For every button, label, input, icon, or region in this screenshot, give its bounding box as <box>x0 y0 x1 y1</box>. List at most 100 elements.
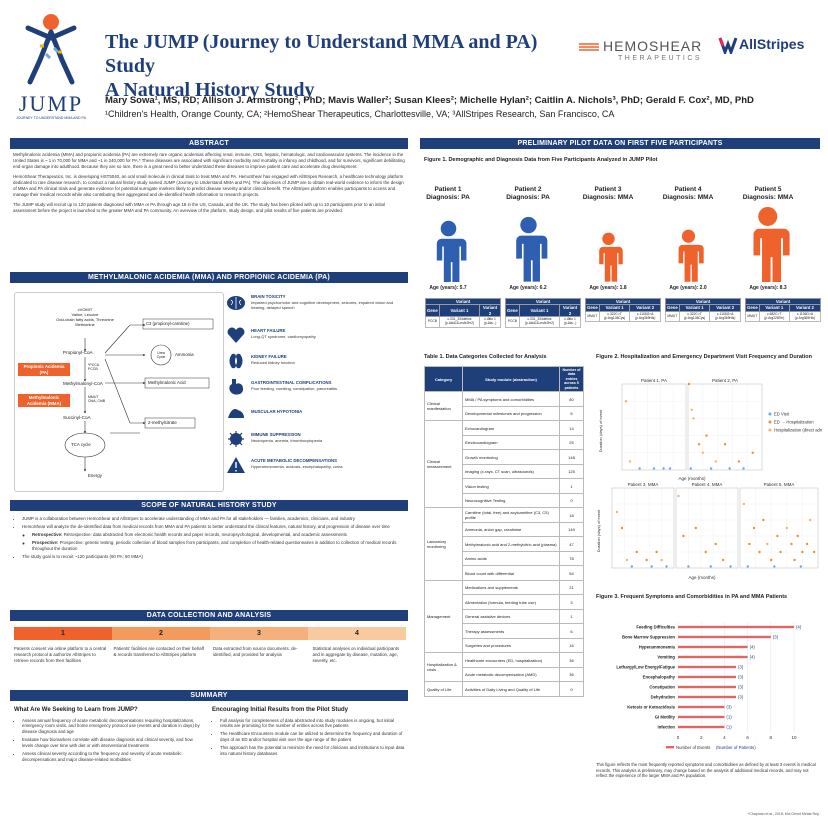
fig2-point <box>705 434 708 437</box>
fig2-point <box>628 460 632 463</box>
fig3-bar <box>678 685 736 689</box>
abstract-heading: ABSTRACT <box>10 138 408 149</box>
variant1-header: Variant 1 <box>438 304 481 318</box>
count-cell: 125 <box>559 463 584 480</box>
module-cell: Activities of Daily Living and Quality o… <box>462 681 560 697</box>
variant-header: Variant <box>665 297 741 306</box>
patient-dx: Diagnosis: MMA <box>662 194 714 201</box>
abstract-body: Methylmalonic acidemia (MMA) and propion… <box>13 152 405 213</box>
fig2-point <box>701 451 704 454</box>
count-cell: 80 <box>559 391 584 407</box>
fig3-bar <box>678 665 736 669</box>
brain-icon <box>227 296 245 310</box>
gene-cell: MMUT <box>665 310 680 323</box>
fig2-point <box>751 451 754 454</box>
count-cell: 1 <box>559 608 584 625</box>
fig2-point <box>762 518 765 522</box>
table1-header-count: Number of data entries across 5 patients <box>559 365 584 393</box>
allstripes-mark-icon <box>718 37 738 54</box>
fig2-panel-title: Patient 2, PA <box>712 378 738 383</box>
fig2-point <box>793 558 796 562</box>
count-cell: 21 <box>559 579 584 596</box>
fig3-tick-label: 0 <box>677 735 680 740</box>
pathway-heading: METHYLMALONIC ACIDEMIA (MMA) AND PROPION… <box>10 272 408 283</box>
fig3-bar <box>678 695 736 699</box>
fig2-point <box>630 565 634 568</box>
patient-age: Age (years): 6.2 <box>509 285 547 291</box>
fig2-point <box>694 526 698 530</box>
fig3-participants-label: (1) <box>726 715 732 720</box>
organ-item-immune: IMMUNE SUPPRESSION Neutropenia, anemia, … <box>226 430 408 452</box>
variant1-header: Variant 1 <box>598 304 631 312</box>
module-cell: Growth monitoring <box>462 449 560 465</box>
module-cell: Imaging (x-rays, CT scan, ultrasounds) <box>462 463 560 480</box>
count-cell: 0 <box>559 681 584 697</box>
fig3-participants-label: (4) <box>750 655 756 660</box>
module-cell: Medications and supplements <box>462 579 560 596</box>
gene-cell: PCCB <box>505 316 520 328</box>
patient-name: Patient 1 <box>434 186 462 193</box>
count-cell: 149 <box>559 521 584 538</box>
patient-2: Patient 2 Diagnosis: PA <box>499 186 557 202</box>
summary-left-2: Evaluate how biomarkers correlate with d… <box>22 737 204 749</box>
fig3-category-label: Lethargy/Low Energy/Fatigue <box>616 665 675 670</box>
module-cell: Therapy assessments <box>462 623 560 639</box>
table-row: Amino acids 78 <box>425 550 584 567</box>
person-icon <box>514 217 547 282</box>
module-cell: MMA / PA symptoms and comorbidities <box>462 391 560 407</box>
fig2-panel-title: Patient 4, MMA <box>692 482 723 487</box>
fig2-legend-marker <box>768 428 772 432</box>
person-icon <box>434 220 466 282</box>
jump-logo-text: JUMP <box>18 91 84 117</box>
fig2-chart: Patient 1, PA Patient 2, PA Patient 3, MMA… <box>596 378 822 580</box>
count-cell: 3 <box>559 594 584 610</box>
gene-cell: PCCB <box>425 316 440 328</box>
variant2-cell: c.1106G>A (p.Arg369His) <box>629 310 661 323</box>
table-row: Methylmalonic acid and 2-methylcitric ac… <box>425 536 584 552</box>
fig3-bar <box>678 725 725 729</box>
fig2-legend-label: ED → Hospitalization <box>774 420 814 425</box>
fig3-category-label: Hyperammonemia <box>639 645 676 650</box>
fig3-category-label: Feeding Difficulties <box>636 625 675 630</box>
fig2-point <box>709 565 712 568</box>
summary-right-2: The Healthcare Encounters module can be … <box>220 731 406 743</box>
fig2-point <box>766 542 769 546</box>
fig2-point <box>714 460 717 463</box>
fig3-category-label: Encephalopathy <box>643 675 676 680</box>
gene-header: Gene <box>425 304 440 318</box>
fig2-legend-marker <box>768 420 772 424</box>
fig2-point <box>682 534 685 538</box>
fig3-participants-label: (3) <box>773 635 779 640</box>
fig2-panel-title: Patient 1, PA <box>641 378 667 383</box>
fig2-ylabel-top: Duration (days) of event <box>598 409 603 453</box>
authors: Mary Sowa¹, MS, RD; Allison J. Armstrong… <box>105 95 754 106</box>
fig2-point <box>635 550 638 554</box>
variant-header: Variant <box>585 297 661 306</box>
variant-header: Variant <box>425 297 501 306</box>
patient-1: Patient 1 Diagnosis: PA <box>419 186 477 202</box>
variant-table: Variant Gene Variant 1 Variant 2 PCCB c.331… <box>425 297 501 328</box>
fig2-point <box>801 550 804 554</box>
count-cell: 54 <box>559 565 584 581</box>
fig2-point <box>625 558 629 562</box>
patient-age: Age (years): 5.7 <box>429 285 467 291</box>
fig3-tick-label: 6 <box>746 735 749 740</box>
patient-3: Patient 3 Diagnosis: MMA <box>579 186 637 202</box>
fig2-point <box>752 526 756 530</box>
fig2-point <box>652 467 656 470</box>
organ-item-heart: HEART FAILURE Long-QT syndrome, cardiomy… <box>226 326 408 348</box>
count-cell: 47 <box>559 536 584 552</box>
table-row: Clinical measurement Echocardiogram 14 <box>424 420 584 509</box>
summary-right: Encouraging Initial Results from the Pil… <box>212 707 406 757</box>
mma-acid-label: Methylmalonic Acid <box>148 380 186 385</box>
fig3-tick-label: 10 <box>791 735 797 740</box>
fig2-panel <box>621 383 687 471</box>
fig2-point <box>709 467 713 470</box>
variant2-cell: c.1106G>A (p.Arg369His) <box>788 310 822 323</box>
fig2-point <box>645 558 648 562</box>
count-cell: 1 <box>559 478 584 494</box>
fig2-panel-title: Patient 3, MMA <box>628 482 659 487</box>
summary-left-3: Assess clinical severity according to th… <box>22 751 204 763</box>
kidney-icon <box>229 353 243 369</box>
fig3-title: Figure 3. Frequent Symptoms and Comorbid… <box>596 594 788 600</box>
